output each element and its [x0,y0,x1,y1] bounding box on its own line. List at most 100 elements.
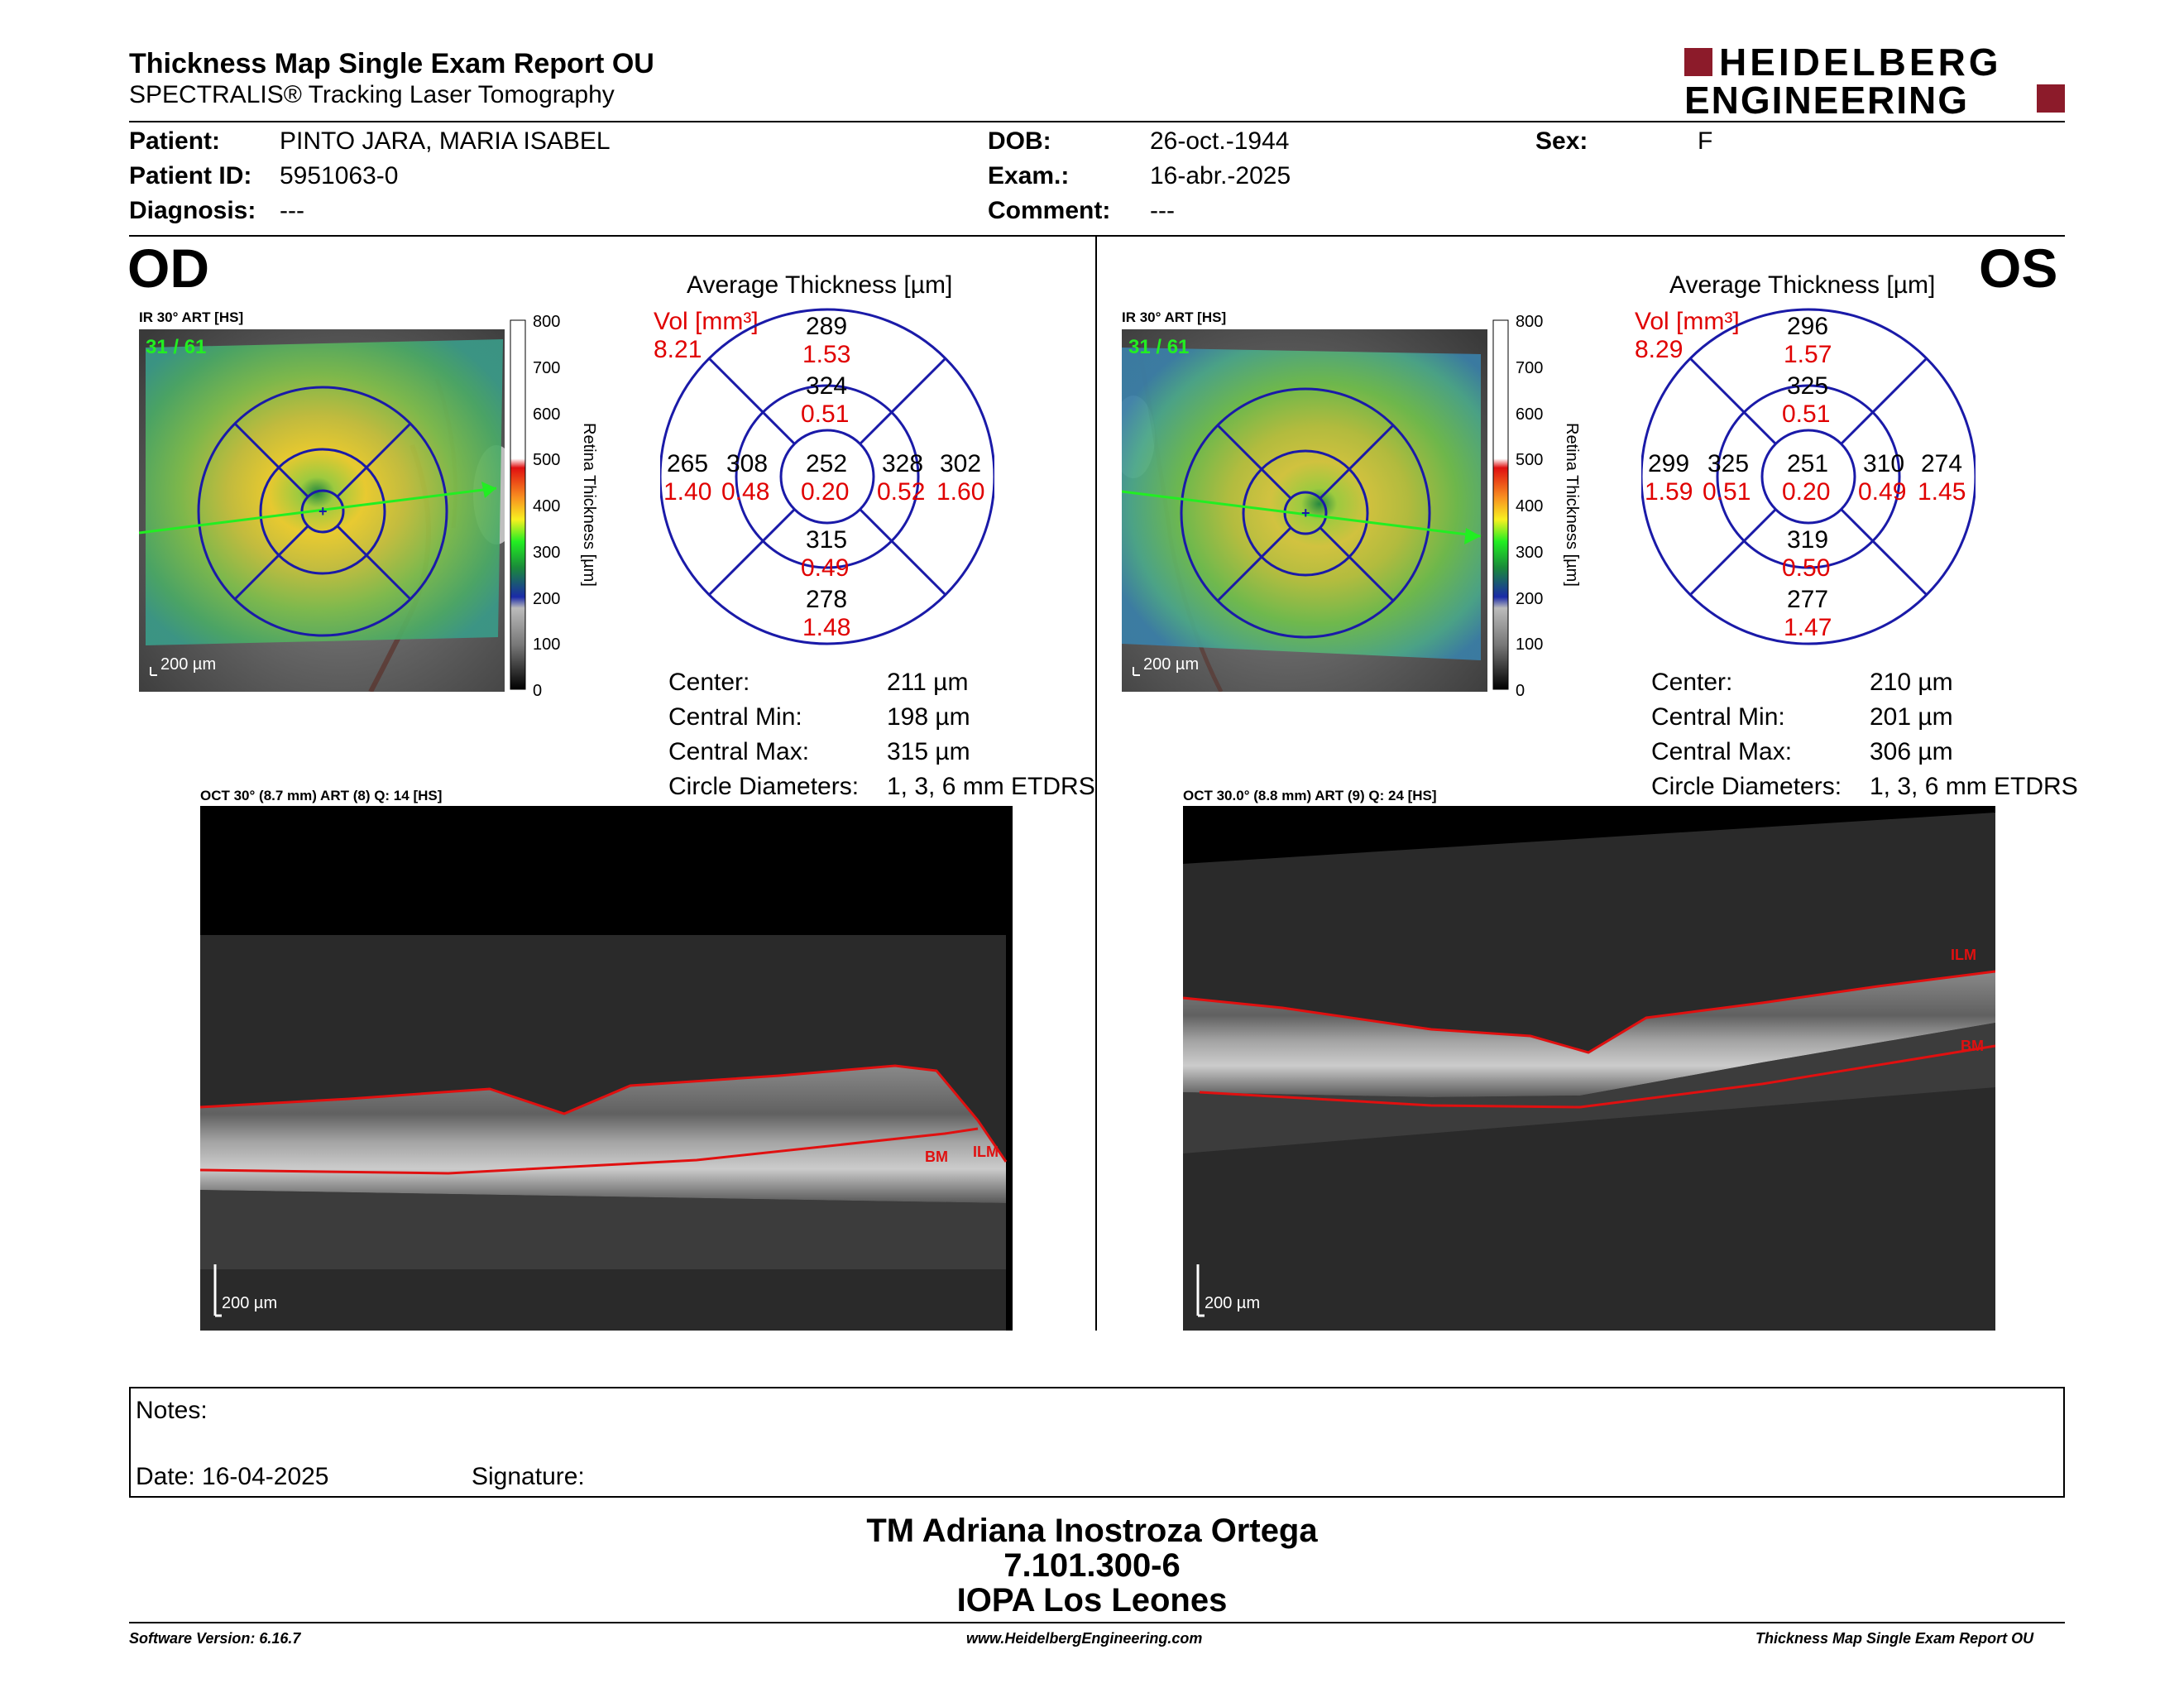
patient-name: PINTO JARA, MARIA ISABEL [280,127,611,155]
os-ilm-label: ILM [1951,947,1976,963]
footer-divider [129,1622,2065,1623]
os-oct-label: OCT 30.0° (8.8 mm) ART (9) Q: 24 [HS] [1183,788,1437,803]
os-oct-scale: 200 µm [1205,1294,1261,1312]
od-diam-label: Circle Diameters: [668,773,860,800]
od-inner-sup: 324 [806,372,848,400]
center-divider [1095,237,1097,1331]
od-max-label: Central Max: [668,738,810,765]
od-min-label: Central Min: [668,703,802,731]
od-outer-right: 302 [940,450,982,477]
patient-id: 5951063-0 [280,162,399,189]
od-bm-label: BM [925,1149,948,1165]
os-outer-right: 274 [1921,450,1963,477]
os-vol-value: 8.29 [1635,336,1684,363]
od-center-vol: 0.20 [801,478,850,506]
dob-label: DOB: [988,127,1051,155]
colorbar-tick-label: 200 [1516,589,1544,608]
os-center-vol: 0.20 [1782,478,1831,506]
od-colorbar-ticks: 800 700 600 500 400 300 200 100 0 [533,313,566,700]
colorbar-tick-label: 600 [533,405,561,424]
os-etdrs-chart: 296 1.57 325 0.51 299 1.59 325 0.51 251 … [1640,298,1977,654]
footer-version: Software Version: 6.16.7 [129,1630,301,1647]
od-oct-scale: 200 µm [222,1294,278,1312]
os-min-value: 201 µm [1870,703,1953,731]
header-divider [129,121,2065,122]
os-outer-left: 299 [1648,450,1690,477]
od-inner-sup-vol: 0.51 [801,400,850,428]
od-eye-label: OD [127,237,209,299]
os-center-label: Center: [1651,669,1733,696]
logo-square-top [1684,48,1712,76]
colorbar-tick-label: 500 [533,451,561,470]
od-ir-label: IR 30° ART [HS] [139,309,244,325]
os-outer-sup-vol: 1.57 [1784,341,1832,368]
logo-text-heidelberg: HEIDELBERG [1719,41,2002,84]
colorbar-tick-label: 600 [1516,405,1544,424]
od-vol-label: Vol [mm³] [654,308,759,335]
os-outer-sup: 296 [1787,313,1829,340]
od-inner-inf-vol: 0.49 [801,554,850,582]
od-inner-right: 328 [882,450,924,477]
sex-label: Sex: [1535,127,1588,155]
colorbar-tick-label: 700 [1516,358,1544,377]
od-outer-sup: 289 [806,313,848,340]
os-diam-value: 1, 3, 6 mm ETDRS [1870,773,2078,800]
os-inner-left-vol: 0.51 [1703,478,1751,506]
od-etdrs-chart: 289 1.53 324 0.51 265 1.40 308 0.48 252 … [659,298,996,654]
patient-divider [129,235,2065,237]
od-colorbar: 800 700 600 500 400 300 200 100 0 Retina Thickne… [510,313,609,700]
footer-website[interactable]: www.HeidelbergEngineering.com [966,1630,1203,1647]
os-colorbar-ticks: 800 700 600 500 400 300 200 100 0 [1516,313,1549,700]
os-min-label: Central Min: [1651,703,1785,731]
comment-label: Comment: [988,197,1111,224]
od-min-value: 198 µm [887,703,970,731]
colorbar-tick-label: 800 [533,313,561,331]
colorbar-tick-label: 400 [1516,497,1544,516]
colorbar-tick-label: 100 [533,635,561,655]
colorbar-tick-label: 0 [533,682,543,700]
od-outer-inf: 278 [806,586,848,613]
os-bm-label: BM [1961,1038,1984,1054]
colorbar-tick-label: 100 [1516,635,1544,655]
od-center: 252 [806,450,848,477]
sex-value: F [1698,127,1713,155]
logo-square-bottom [2037,84,2065,113]
os-inner-sup: 325 [1787,372,1829,400]
os-colorbar: 800 700 600 500 400 300 200 100 0 Retina Thickne… [1492,313,1592,700]
os-outer-inf-vol: 1.47 [1784,614,1832,641]
os-oct-bscan: ILM BM 200 µm [1182,806,1996,1331]
od-outer-right-vol: 1.60 [936,478,985,506]
patient-label: Patient: [129,127,221,155]
colorbar-tick-label: 200 [533,589,561,608]
od-outer-left: 265 [667,450,709,477]
colorbar-tick-label: 300 [533,543,561,562]
os-colorbar-label: Retina Thickness [µm] [1563,423,1581,587]
os-center-value: 210 µm [1870,669,1953,696]
comment-value: --- [1150,197,1175,224]
diagnosis-value: --- [280,197,304,224]
colorbar-tick-label: 400 [533,497,561,516]
report-subtitle: SPECTRALIS® Tracking Laser Tomography [129,81,615,108]
od-inner-inf: 315 [806,526,848,554]
os-outer-inf: 277 [1787,586,1829,613]
os-ir-label: IR 30° ART [HS] [1122,309,1227,325]
logo-text-engineering: ENGINEERING [1684,79,1970,122]
os-frame-counter: 31 / 61 [1128,336,1190,358]
os-center: 251 [1787,450,1829,477]
colorbar-tick-label: 300 [1516,543,1544,562]
signature-org: IOPA Los Leones [956,1582,1228,1618]
od-frame-counter: 31 / 61 [146,336,207,358]
od-max-value: 315 µm [887,738,970,765]
od-vol-value: 8.21 [654,336,702,363]
svg-text:+: + [318,503,328,520]
od-avg-thickness-title: Average Thickness [µm] [687,271,953,299]
os-diam-label: Circle Diameters: [1651,773,1842,800]
od-inner-left-vol: 0.48 [721,478,770,506]
notes-box[interactable]: Notes: Date: 16-04-2025 Signature: [129,1387,2065,1498]
os-max-label: Central Max: [1651,738,1793,765]
exam-value: 16-abr.-2025 [1150,162,1291,189]
os-outer-right-vol: 1.45 [1918,478,1966,506]
svg-text:+: + [1301,505,1310,521]
od-outer-left-vol: 1.40 [663,478,712,506]
od-ilm-label: ILM [973,1144,999,1160]
